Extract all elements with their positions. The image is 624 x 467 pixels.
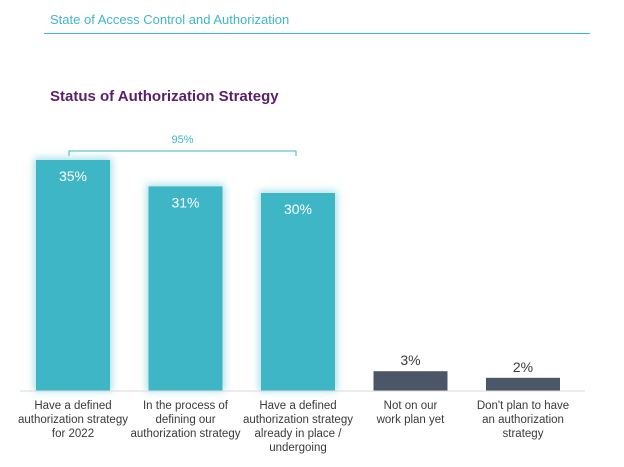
category-label-line: Have a defined (259, 400, 336, 412)
report-header-title: State of Access Control and Authorizatio… (50, 12, 290, 27)
category-label-line: for 2022 (52, 428, 94, 440)
category-label-line: authorization strategy (243, 414, 353, 426)
bar-5 (486, 377, 560, 391)
bracket-label: 95% (171, 134, 193, 146)
category-label-line: undergoing (269, 442, 327, 454)
category-label-line: work plan yet (376, 414, 446, 426)
category-labels: Have a defined authorization strategy for … (18, 400, 569, 454)
category-label-line: Don't plan to have (477, 400, 569, 412)
bracket-line (68, 150, 297, 156)
category-label-line: defining our (155, 414, 215, 426)
category-label-line: Have a defined (34, 400, 111, 412)
value-label-1: 35% (59, 168, 87, 184)
value-label-2: 31% (171, 194, 199, 210)
category-label-line: authorization strategy (131, 428, 241, 440)
value-label-5: 2% (513, 359, 533, 375)
bar-3 (261, 193, 335, 391)
header-divider (44, 33, 590, 34)
category-label-line: Not on our (384, 400, 438, 412)
chart-title: Status of Authorization Strategy (50, 88, 279, 105)
bar-1 (36, 160, 110, 391)
category-label-line: strategy (503, 428, 544, 440)
value-label-4: 3% (400, 352, 420, 368)
category-label-line: authorization strategy (18, 414, 128, 426)
bracket: 95% (68, 134, 297, 156)
value-labels: 35% 31% 30% 3% 2% (59, 168, 533, 375)
value-label-3: 30% (284, 201, 312, 217)
category-label-line: an authorization (482, 414, 564, 426)
category-label-line: In the process of (143, 400, 229, 412)
bar-4 (373, 371, 448, 391)
category-label-line: already in place / (255, 428, 343, 440)
bar-2 (148, 186, 223, 391)
bars (36, 160, 560, 391)
